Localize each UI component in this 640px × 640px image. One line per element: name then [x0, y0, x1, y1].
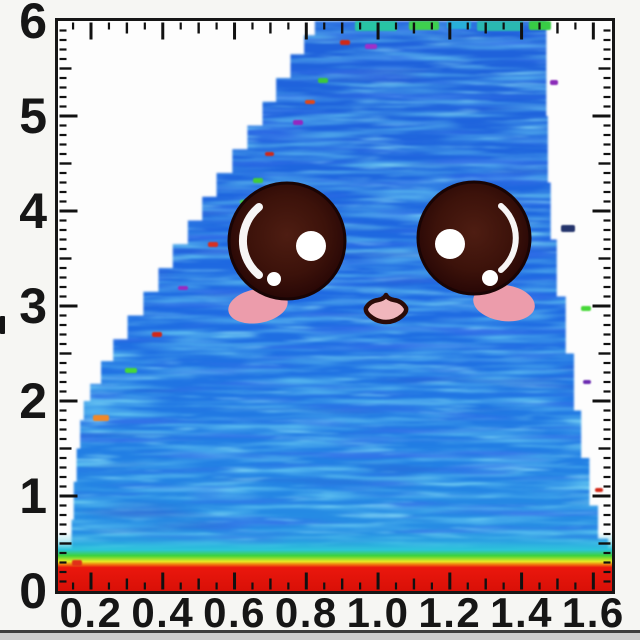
color-speck	[293, 120, 303, 125]
y-tick-label: 6	[19, 0, 47, 49]
color-speck	[355, 21, 397, 31]
x-tick-label: 0.8	[274, 589, 338, 636]
color-speck	[253, 178, 263, 183]
color-speck	[583, 380, 591, 384]
axis-ticks	[59, 22, 611, 590]
color-speck	[125, 368, 137, 373]
color-speck	[581, 306, 591, 311]
color-speck	[305, 100, 315, 104]
x-tick-label: 0.6	[203, 589, 266, 636]
bottom-crop-strip	[0, 633, 640, 640]
color-speck	[550, 80, 558, 85]
color-speck	[265, 152, 274, 156]
left-eye-big-highlight	[296, 231, 326, 261]
color-speck	[72, 560, 82, 566]
color-speck	[152, 332, 162, 337]
bottom-crop-line	[0, 630, 640, 633]
x-tick-label: 1.4	[490, 589, 554, 636]
y-tick-label: 5	[19, 88, 47, 144]
plot-frame	[55, 18, 615, 594]
x-tick-label: 0.4	[131, 589, 195, 636]
color-speck	[365, 44, 377, 49]
blush-right	[473, 284, 535, 322]
x-tick-label: 1.6	[561, 589, 625, 636]
cropped-y-axis-title-fragment	[0, 316, 5, 334]
y-tick-label: 0	[19, 563, 47, 619]
right-eye-crescent-highlight	[498, 203, 519, 273]
color-speck	[477, 21, 523, 31]
baseline-band	[58, 532, 612, 591]
color-speck	[561, 225, 575, 232]
y-tick-label: 4	[19, 183, 47, 239]
color-speck	[178, 286, 188, 290]
color-speck	[318, 78, 328, 83]
mouth	[363, 292, 409, 325]
color-speck	[208, 242, 218, 247]
left-eye-small-highlight	[267, 272, 281, 286]
right-eye-big-highlight	[435, 229, 465, 259]
color-speck	[340, 40, 350, 45]
x-tick-label: 1.0	[346, 589, 410, 636]
left-eye-crescent-highlight	[239, 203, 263, 279]
y-tick-label: 1	[19, 468, 47, 524]
color-speck	[93, 415, 109, 421]
heatmap-plot	[55, 18, 615, 594]
y-tick-label: 2	[19, 373, 47, 429]
x-tick-label: 1.2	[418, 589, 482, 636]
baseline-bands	[58, 532, 612, 591]
kawaii-face-overlay	[227, 180, 535, 325]
color-speck	[447, 21, 471, 29]
right-eye-small-highlight	[482, 270, 498, 286]
y-tick-label: 3	[19, 278, 47, 334]
x-tick-label: 0.2	[59, 589, 123, 636]
color-speck	[595, 488, 603, 492]
